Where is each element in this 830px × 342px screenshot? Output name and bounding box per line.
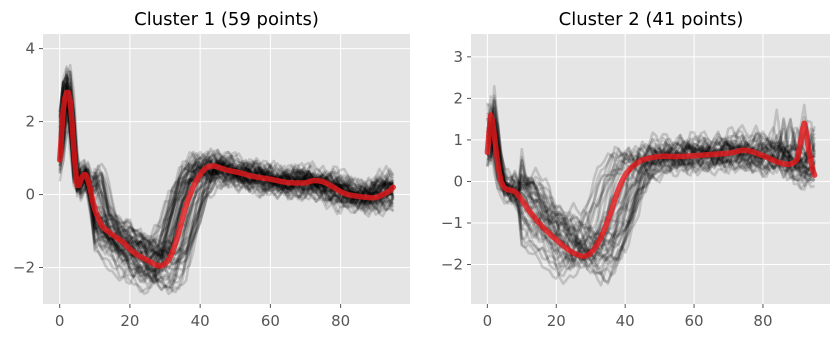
x-tick-label: 40 xyxy=(191,312,210,330)
member-curve xyxy=(486,118,816,253)
mean-curve xyxy=(484,112,818,259)
y-tick-label: 3 xyxy=(453,48,463,66)
y-tick-label: −2 xyxy=(441,256,463,274)
y-tick-label: −1 xyxy=(441,214,463,232)
y-tick-label: 1 xyxy=(453,131,463,149)
member-curve xyxy=(58,73,394,265)
x-tick-label: 60 xyxy=(261,312,280,330)
member-curve xyxy=(486,110,816,277)
member-curve xyxy=(58,73,395,282)
member-curve xyxy=(58,70,395,291)
plot-area xyxy=(471,34,830,304)
member-curve xyxy=(58,80,394,296)
chart-title: Cluster 1 (59 points) xyxy=(134,9,319,30)
x-tick-label: 0 xyxy=(483,312,493,330)
member-curve xyxy=(58,75,395,294)
member-curve xyxy=(58,130,395,259)
y-tick-label: 0 xyxy=(453,172,463,190)
x-tick-label: 80 xyxy=(753,312,772,330)
member-curve xyxy=(58,63,395,280)
member-curve xyxy=(486,100,816,265)
x-tick-label: 0 xyxy=(55,312,65,330)
member-curve xyxy=(58,101,395,283)
member-curve xyxy=(486,119,816,285)
member-curve xyxy=(486,112,816,245)
chart-panel-2: 0 20 40 60 80 −2 −1 0 1 2 3 Cluster 2 (41 points) xyxy=(441,9,830,330)
member-curve xyxy=(58,92,394,260)
member-curve xyxy=(486,116,816,267)
member-curve xyxy=(486,107,816,270)
member-curve xyxy=(58,119,394,248)
y-tick-label: 0 xyxy=(25,186,35,204)
member-curve xyxy=(486,120,816,244)
member-curve xyxy=(486,123,816,256)
x-tick-label: 40 xyxy=(616,312,635,330)
member-curve xyxy=(486,94,816,262)
member-curve xyxy=(58,110,395,262)
member-curve xyxy=(486,128,816,265)
member-curve xyxy=(486,85,816,287)
member-curves xyxy=(486,85,816,287)
member-curve xyxy=(486,127,816,271)
member-curve xyxy=(486,118,816,278)
member-curve xyxy=(58,104,395,271)
member-curve xyxy=(486,118,816,240)
member-curve xyxy=(486,105,816,260)
y-tick-label: 4 xyxy=(25,40,35,58)
member-curve xyxy=(486,105,816,268)
member-curve xyxy=(486,102,816,280)
member-curve xyxy=(58,102,394,258)
member-curve xyxy=(486,97,816,261)
member-curve xyxy=(58,85,395,286)
member-curve xyxy=(486,112,816,253)
member-curve xyxy=(58,124,394,266)
x-tick-label: 20 xyxy=(547,312,566,330)
member-curve xyxy=(486,132,816,247)
y-tick-label: −2 xyxy=(13,259,35,277)
member-curve xyxy=(58,105,395,256)
y-tick-label: 2 xyxy=(453,89,463,107)
member-curve xyxy=(58,65,395,286)
member-curve xyxy=(58,107,395,272)
member-curve xyxy=(58,89,394,283)
chart-panel-1: 0 20 40 60 80 −2 0 2 4 Cluster 1 (59 points) xyxy=(13,9,410,330)
member-curve xyxy=(58,105,395,278)
chart-title: Cluster 2 (41 points) xyxy=(559,9,744,30)
x-tick-label: 80 xyxy=(331,312,350,330)
member-curve xyxy=(58,91,395,264)
x-tick-label: 60 xyxy=(685,312,704,330)
member-curve xyxy=(58,80,395,280)
x-tick-label: 20 xyxy=(120,312,139,330)
y-tick-label: 2 xyxy=(25,113,35,131)
mean-curve xyxy=(56,89,397,269)
member-curve xyxy=(486,117,816,261)
member-curve xyxy=(486,117,816,253)
